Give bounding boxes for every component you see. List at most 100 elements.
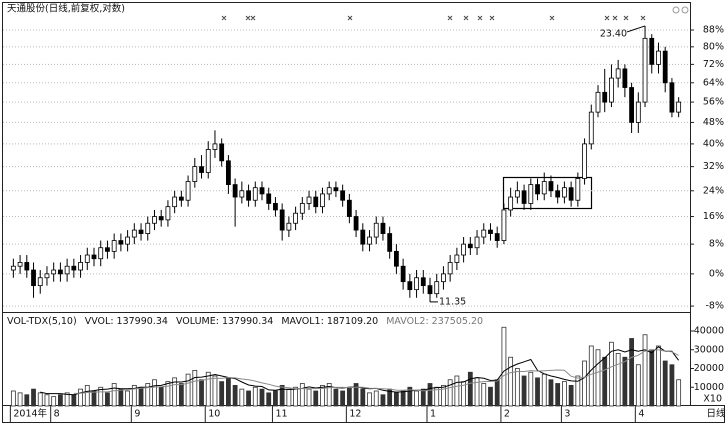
volume-bar (656, 345, 661, 407)
volume-bar (407, 386, 413, 407)
candle-body (131, 229, 137, 238)
candle-body (447, 262, 453, 275)
consolidation-box (502, 176, 593, 210)
candle-body (44, 273, 50, 279)
annotation: 11.35 (439, 296, 466, 307)
candle-body (454, 254, 460, 263)
volume-bar (360, 388, 366, 407)
candle-body (508, 196, 514, 211)
volume-bar (508, 356, 514, 407)
candle-body (192, 166, 198, 182)
volume-bar (393, 392, 399, 407)
candle-body (367, 236, 372, 245)
volume-bar (582, 360, 587, 407)
y-tick-label: 40000 (694, 326, 724, 337)
candle-body (642, 37, 648, 103)
volume-bar (266, 392, 272, 407)
volume-bar (346, 386, 352, 407)
candle-body (178, 196, 184, 201)
volume-bar (555, 383, 561, 407)
candle-body (588, 111, 594, 145)
volume-bar (467, 371, 473, 407)
volume-bar (78, 388, 83, 407)
candle-body (138, 229, 144, 234)
y-tick-label: 40% (703, 138, 724, 149)
candle-body (313, 196, 319, 208)
candle-body (615, 68, 621, 79)
volume-bar (273, 390, 278, 407)
candle-body (31, 269, 36, 287)
volume-bar (152, 379, 157, 407)
volume-bar (441, 384, 446, 407)
candle-body (259, 187, 265, 195)
period-label: 日线 (706, 408, 726, 420)
candle-body (199, 166, 204, 173)
volume-bar (454, 375, 460, 407)
candle-body (165, 206, 171, 221)
volume-bar (299, 383, 305, 407)
volume-bar (313, 390, 319, 407)
volume-bar (588, 345, 594, 407)
window-icon[interactable] (672, 6, 680, 14)
annotation-leader (626, 25, 646, 33)
candle-body (602, 91, 608, 103)
volume-bar (185, 373, 191, 407)
x-tick-label: 8 (54, 409, 60, 420)
volume-bar (125, 390, 130, 407)
volume-bar (165, 381, 171, 407)
volume-bar (192, 369, 198, 407)
y-tick-label: 20000 (694, 363, 724, 374)
volume-bar (333, 388, 339, 407)
volume-bar (24, 394, 30, 407)
candle-body (84, 254, 90, 263)
candle-body (239, 190, 245, 198)
candle-body (219, 143, 225, 162)
volume-bar (51, 396, 57, 407)
candle-body (340, 190, 346, 201)
y-tick-label: 30000 (694, 344, 724, 355)
moving-average-line (73, 349, 679, 394)
volume-bar (205, 371, 211, 407)
candle-body (494, 233, 500, 241)
candle-body (78, 262, 83, 271)
y-tick-label: 0% (709, 268, 724, 279)
candle-body (212, 143, 218, 150)
candle-body (346, 199, 352, 217)
volume-bar (676, 379, 682, 407)
candle-body (649, 37, 655, 65)
window-icon[interactable] (681, 6, 689, 14)
candle-body (246, 190, 251, 201)
x-tick-label: 1 (430, 409, 436, 420)
candle-body (595, 91, 601, 113)
candle-body (37, 277, 43, 287)
x-tick-label: 2014年 (13, 408, 47, 420)
volume-bar (225, 377, 231, 407)
volume-bar (420, 388, 426, 407)
volume-bar (17, 392, 23, 407)
candle-body (225, 160, 231, 185)
candle-body (562, 187, 567, 198)
volume-bar (609, 341, 614, 407)
volume-bar (259, 388, 265, 407)
candle-body (64, 265, 70, 275)
candle-body (306, 196, 312, 204)
volume-bar (111, 383, 117, 407)
volume-bar (595, 349, 601, 407)
candle-body (669, 82, 675, 113)
candle-body (568, 187, 574, 201)
candle-body (575, 178, 581, 201)
readout: MAVOL2: 237505.20 (386, 316, 483, 327)
candle-body (360, 229, 366, 245)
candle-body (58, 269, 63, 275)
candle-body (434, 281, 440, 295)
candle-body (393, 250, 399, 267)
volume-bar (575, 375, 581, 407)
volume-bar (145, 383, 151, 407)
volume-bar (400, 390, 406, 407)
volume-unit: X10 (703, 394, 722, 405)
volume-bar (340, 390, 346, 407)
x-tick-label: 3 (564, 409, 570, 420)
candle-body (414, 277, 419, 291)
volume-bar (568, 384, 574, 407)
candle-body (353, 216, 359, 231)
